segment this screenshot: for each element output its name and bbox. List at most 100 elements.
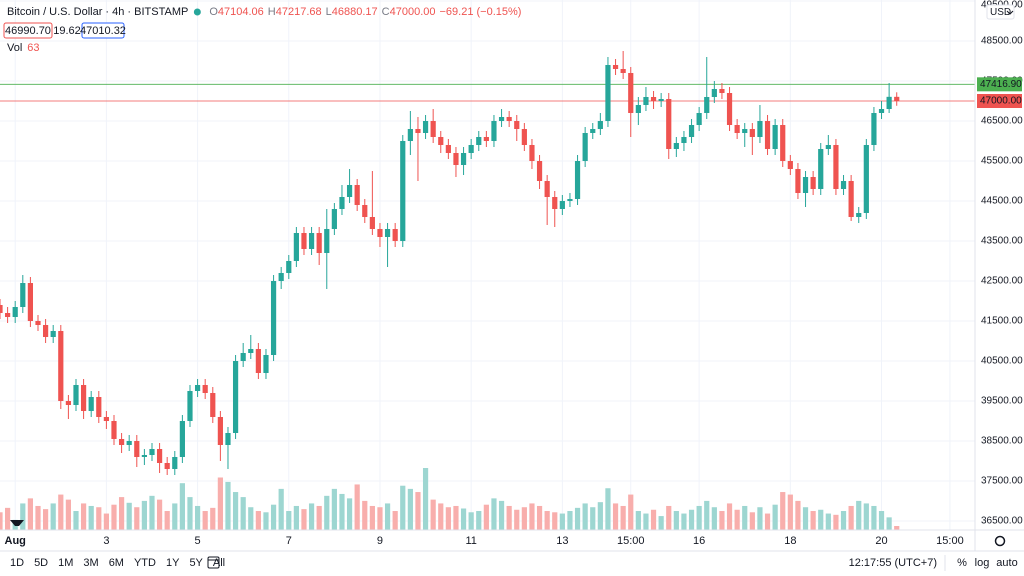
x-tick-label: 15:00 bbox=[936, 535, 964, 547]
range-button[interactable]: 1D bbox=[10, 557, 24, 569]
ohlc-legend: O47104.06 H47217.68 L46880.17 C47000.00 −69.… bbox=[209, 6, 521, 18]
volume-bar bbox=[506, 505, 512, 530]
volume-bar bbox=[681, 513, 687, 530]
candle-body bbox=[894, 96, 900, 101]
volume-bar bbox=[103, 513, 109, 530]
volume-bar bbox=[172, 503, 178, 530]
volume-bar bbox=[96, 507, 102, 530]
candle-body bbox=[521, 129, 527, 145]
volume-bar bbox=[438, 503, 444, 530]
range-button[interactable]: 5D bbox=[34, 557, 48, 569]
percent-toggle[interactable]: % bbox=[957, 557, 967, 569]
bid-price[interactable]: 46990.70 bbox=[5, 25, 51, 37]
range-button[interactable]: 3M bbox=[83, 557, 98, 569]
candle-body bbox=[780, 125, 786, 161]
gear bbox=[994, 535, 1006, 547]
candle-body bbox=[704, 97, 710, 113]
candle-body bbox=[415, 129, 421, 133]
volume-bar bbox=[742, 505, 748, 530]
ohlc-key: L bbox=[326, 6, 332, 18]
volume-legend: Vol 63 bbox=[7, 42, 40, 54]
candle-body bbox=[362, 205, 368, 217]
candle-body bbox=[802, 177, 809, 193]
volume-bar bbox=[582, 503, 588, 530]
range-button[interactable]: All bbox=[213, 557, 225, 569]
volume-bar bbox=[210, 507, 216, 530]
candle-body bbox=[635, 105, 641, 113]
candle-body bbox=[840, 181, 847, 189]
range-button[interactable]: 1M bbox=[58, 557, 73, 569]
ohlc-value: 47217.68 bbox=[276, 6, 322, 18]
candle-body bbox=[460, 153, 467, 165]
y-tick-label: 36500.00 bbox=[981, 516, 1023, 527]
volume-bar bbox=[248, 507, 254, 530]
volume-bar bbox=[58, 494, 64, 530]
candle-body bbox=[742, 129, 748, 133]
candle-body bbox=[506, 117, 512, 121]
range-button[interactable]: 1Y bbox=[166, 557, 180, 569]
range-button[interactable]: 5Y bbox=[189, 557, 203, 569]
candle-body bbox=[194, 385, 201, 391]
candle-body bbox=[369, 217, 375, 229]
candle-body bbox=[286, 261, 292, 273]
settings-icon[interactable] bbox=[994, 535, 1006, 547]
volume-bar bbox=[544, 511, 550, 530]
calendar-frame bbox=[207, 556, 220, 569]
candle-body bbox=[871, 113, 877, 145]
candle-body bbox=[787, 161, 793, 169]
candle-body bbox=[324, 229, 330, 253]
x-tick-label: 20 bbox=[875, 535, 887, 547]
candle-body bbox=[232, 361, 239, 433]
x-tick-label: 15:00 bbox=[617, 535, 645, 547]
candle-body bbox=[673, 143, 679, 149]
candle-body bbox=[134, 441, 140, 457]
calendar-icon[interactable] bbox=[207, 556, 220, 569]
currency-box bbox=[986, 4, 1015, 20]
logo bbox=[10, 520, 24, 526]
volume-bar bbox=[818, 509, 824, 530]
candle-body bbox=[149, 449, 155, 455]
toolbar: Aug 3 5 7 9 11 13 15:00 16 18 20 15:00 1D 5D 1M 3M 6M YTD… bbox=[0, 520, 1024, 571]
volume-bar bbox=[498, 500, 505, 530]
volume-bar bbox=[749, 512, 755, 530]
volume-bar bbox=[331, 488, 337, 530]
volume-bar bbox=[286, 511, 292, 530]
y-tick-label: 43500.00 bbox=[981, 236, 1023, 247]
volume-bar bbox=[688, 509, 695, 530]
volume-bar bbox=[574, 507, 581, 530]
price-axis: 36500.00 37500.00 38500.00 39500.00 40500.00… bbox=[0, 0, 1024, 551]
volume-bar bbox=[704, 500, 710, 530]
volume-bar bbox=[483, 504, 489, 530]
volume-bar bbox=[863, 503, 869, 530]
auto-toggle[interactable]: auto bbox=[996, 557, 1017, 569]
candle-body bbox=[863, 145, 869, 213]
candle-body bbox=[73, 385, 79, 405]
currency-dropdown[interactable]: USD bbox=[986, 4, 1015, 20]
volume-bar bbox=[795, 500, 801, 530]
volume-bar bbox=[164, 511, 170, 530]
legend-header: Bitcoin / U.S. Dollar · 4h · BITSTAMP O47… bbox=[3, 6, 521, 54]
ask-price[interactable]: 47010.32 bbox=[80, 25, 126, 37]
candle-body bbox=[103, 417, 109, 421]
symbol-title: Bitcoin / U.S. Dollar · 4h · BITSTAMP bbox=[7, 6, 188, 18]
candle-body bbox=[27, 283, 33, 321]
dropdown-caret bbox=[1006, 10, 1014, 15]
volume-bar bbox=[871, 505, 877, 530]
log-toggle[interactable]: log bbox=[975, 557, 990, 569]
candle-body bbox=[210, 393, 216, 417]
candle-body bbox=[628, 73, 634, 113]
candle-body bbox=[12, 307, 18, 317]
volume-bar bbox=[377, 507, 383, 530]
volume-bar bbox=[757, 507, 763, 530]
candle-body bbox=[658, 99, 664, 101]
y-tick-label: 37500.00 bbox=[981, 476, 1023, 487]
candle-body bbox=[20, 283, 26, 307]
candle-body bbox=[514, 121, 520, 129]
range-button[interactable]: 6M bbox=[109, 557, 124, 569]
range-button[interactable]: YTD bbox=[134, 557, 156, 569]
candle-body bbox=[50, 331, 56, 337]
volume-bar bbox=[894, 526, 900, 530]
candle-body bbox=[795, 169, 801, 193]
candle-body bbox=[536, 161, 543, 181]
volume-bar bbox=[521, 507, 527, 530]
